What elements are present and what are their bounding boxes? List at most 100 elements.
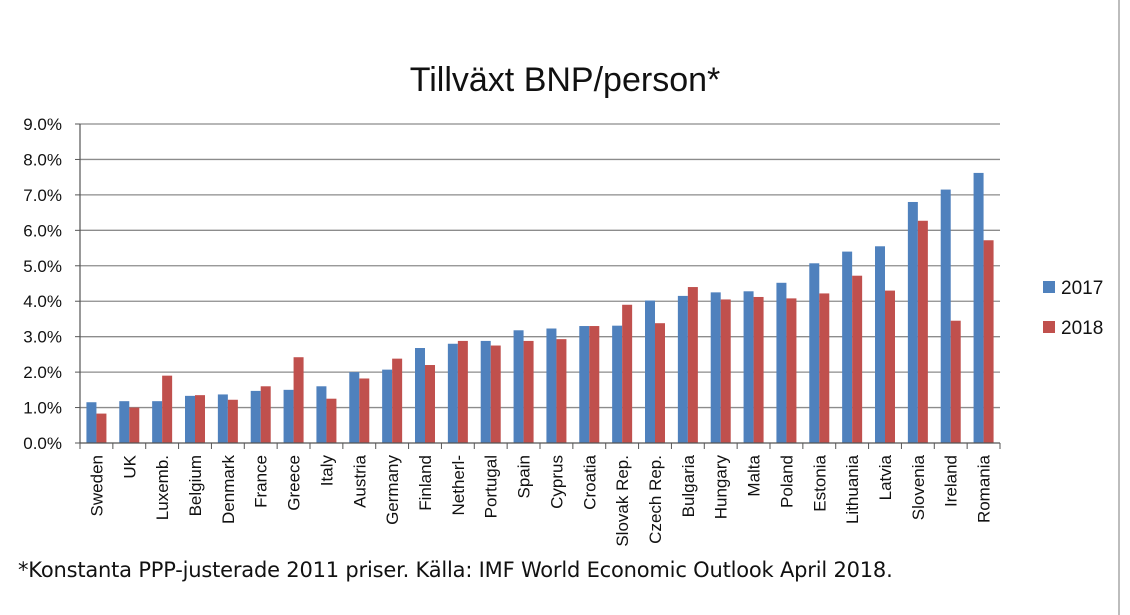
bar-2017-Slovenia xyxy=(907,201,918,443)
x-tick-label: Slovenia xyxy=(909,454,928,520)
bar-2018-Malta xyxy=(753,296,764,443)
bar-2018-Latvia xyxy=(885,290,895,443)
bar-2018-Slovak Rep. xyxy=(622,304,633,443)
legend-swatch-2017 xyxy=(1043,281,1055,293)
bar-2017-Portugal xyxy=(480,340,491,443)
bar-2017-Spain xyxy=(513,330,524,443)
bar-2017-Germany xyxy=(382,369,393,443)
y-tick-label: 7.0% xyxy=(23,186,62,205)
bar-2017-Cyprus xyxy=(546,328,557,443)
bar-2017-Denmark xyxy=(217,394,228,443)
x-tick-label: Luxemb. xyxy=(153,455,172,520)
bar-2017-France xyxy=(250,390,261,443)
x-axis: Sweden UK Luxemb. Belgium Denmark France Greec… xyxy=(79,442,1001,547)
bar-2018-Luxemb. xyxy=(162,375,173,443)
bar-2017-Luxemb. xyxy=(152,401,163,443)
x-tick-label: Portugal xyxy=(482,455,501,518)
bar-2018-Spain xyxy=(523,340,534,443)
bar-2018-Belgium xyxy=(195,395,205,443)
bar-2017-Romania xyxy=(973,172,984,443)
y-tick-label: 5.0% xyxy=(23,257,62,276)
x-tick-label: Belgium xyxy=(186,455,205,516)
y-tick-label: 3.0% xyxy=(23,328,62,347)
bar-2018-Greece xyxy=(293,357,304,443)
x-tick-label: UK xyxy=(120,454,139,478)
bar-2017-Poland xyxy=(776,282,787,443)
bar-2018-Austria xyxy=(359,378,370,443)
bar-2017-Bulgaria xyxy=(677,295,688,443)
bar-2018-Sweden xyxy=(96,413,107,443)
x-tick-label: Poland xyxy=(777,455,796,508)
x-tick-label: Latvia xyxy=(876,454,895,500)
x-tick-label: Sweden xyxy=(87,455,106,516)
x-tick-label: Austria xyxy=(350,454,369,507)
x-tick-label: Czech Rep. xyxy=(646,455,665,544)
bar-2017-Finland xyxy=(415,348,425,443)
x-tick-label: Slovak Rep. xyxy=(613,455,632,547)
bar-2017-Netherl- xyxy=(447,343,458,443)
bar-2018-Denmark xyxy=(227,399,238,443)
bar-2018-Cyprus xyxy=(556,339,567,443)
x-tick-label: Malta xyxy=(745,454,764,496)
gridlines xyxy=(80,123,1000,409)
bar-2017-Croatia xyxy=(579,326,590,443)
bar-2018-Portugal xyxy=(490,345,501,443)
x-tick-label: France xyxy=(252,455,271,508)
chart-title: Tillväxt BNP/person* xyxy=(410,61,721,99)
bar-2017-Austria xyxy=(349,372,360,443)
bar-2018-Italy xyxy=(326,398,337,443)
x-tick-label: Estonia xyxy=(810,454,829,511)
x-tick-label: Netherl- xyxy=(449,455,468,515)
x-tick-label: Cyprus xyxy=(547,455,566,509)
x-tick-label: Germany xyxy=(383,455,402,525)
bar-2018-Romania xyxy=(983,240,994,443)
y-tick-label: 4.0% xyxy=(23,292,62,311)
bar-2018-Germany xyxy=(392,358,403,443)
x-tick-label: Spain xyxy=(515,455,534,498)
bar-2018-UK xyxy=(129,407,140,443)
bar-2017-Greece xyxy=(283,389,294,443)
bar-2018-Poland xyxy=(786,298,797,443)
y-tick-label: 0.0% xyxy=(23,434,62,453)
y-tick-label: 2.0% xyxy=(23,363,62,382)
x-tick-label: Greece xyxy=(285,455,304,511)
bar-2017-Lithuania xyxy=(842,251,853,443)
y-tick-label: 9.0% xyxy=(23,115,62,134)
bar-2017-Italy xyxy=(316,386,327,443)
bar-2017-Hungary xyxy=(710,292,721,443)
bar-2018-Bulgaria xyxy=(687,287,698,443)
bar-2018-France xyxy=(260,386,271,443)
bar-2018-Slovenia xyxy=(917,220,928,443)
x-tick-label: Hungary xyxy=(712,455,731,520)
bar-2018-Finland xyxy=(425,365,435,443)
bar-2017-Czech Rep. xyxy=(645,300,655,443)
legend-label-2018: 2018 xyxy=(1061,318,1103,339)
y-tick-label: 1.0% xyxy=(23,399,62,418)
bar-2018-Lithuania xyxy=(852,275,863,443)
bar-2018-Hungary xyxy=(720,299,731,443)
right-border xyxy=(1118,0,1120,615)
x-tick-label: Croatia xyxy=(580,454,599,509)
x-tick-label: Bulgaria xyxy=(679,454,698,517)
x-tick-label: Romania xyxy=(975,454,994,523)
y-tick-label: 8.0% xyxy=(23,150,62,169)
bar-2018-Czech Rep. xyxy=(655,323,665,443)
bar-2017-Slovak Rep. xyxy=(612,325,623,443)
bar-2017-UK xyxy=(119,401,130,443)
bar-2018-Netherl- xyxy=(457,340,468,443)
y-tick-label: 6.0% xyxy=(23,221,62,240)
footnote: *Konstanta PPP-justerade 2011 priser. Kä… xyxy=(18,558,893,582)
x-tick-label: Lithuania xyxy=(843,454,862,524)
bar-2017-Malta xyxy=(743,291,754,443)
bar-2017-Estonia xyxy=(809,263,820,443)
legend-label-2017: 2017 xyxy=(1061,278,1103,299)
x-tick-label: Italy xyxy=(317,455,336,487)
bar-2017-Latvia xyxy=(875,246,885,443)
legend: 2017 2018 xyxy=(1043,278,1103,339)
x-tick-label: Denmark xyxy=(219,455,238,524)
x-tick-label: Finland xyxy=(416,455,435,511)
bar-2018-Ireland xyxy=(950,320,961,443)
x-tick-label: Ireland xyxy=(942,455,961,507)
bar-2017-Ireland xyxy=(940,189,951,443)
